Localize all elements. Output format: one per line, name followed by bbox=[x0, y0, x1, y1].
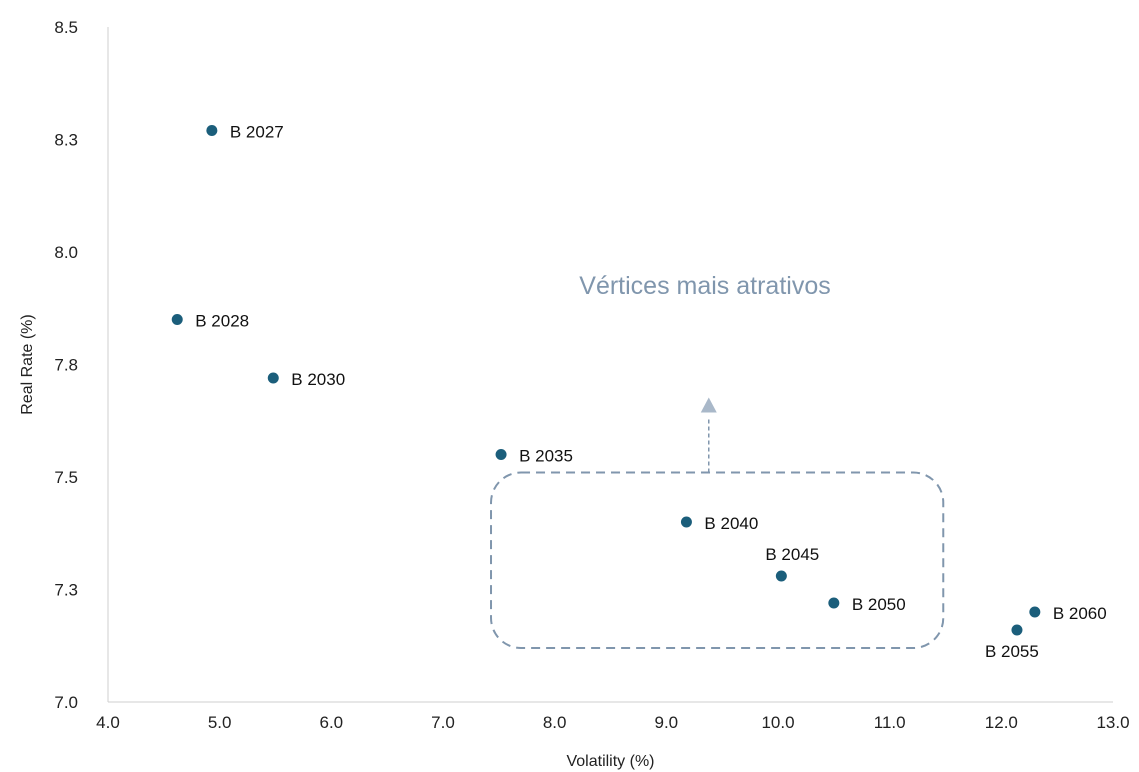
annotation-text: Vértices mais atrativos bbox=[579, 272, 830, 300]
data-point bbox=[828, 597, 840, 609]
data-points: B 2027 B 2028 B 2030 B 2035 B 2040 B 2045 B 20… bbox=[171, 123, 1107, 661]
x-tick-label: 9.0 bbox=[655, 713, 679, 732]
y-tick-label: 8.5 bbox=[54, 18, 78, 37]
data-point-label: B 2040 bbox=[704, 514, 758, 533]
y-axis-ticks: 7.0 7.3 7.5 7.8 8.0 8.3 8.5 bbox=[54, 18, 78, 712]
y-axis-title: Real Rate (%) bbox=[19, 314, 36, 414]
annotation-group: Vértices mais atrativos bbox=[490, 272, 945, 649]
y-tick-label: 7.8 bbox=[54, 356, 78, 375]
data-point-label: B 2027 bbox=[230, 123, 284, 142]
data-point-label: B 2028 bbox=[195, 312, 249, 331]
data-point bbox=[1011, 624, 1023, 636]
x-tick-label: 6.0 bbox=[320, 713, 344, 732]
data-point-label: B 2035 bbox=[519, 447, 573, 466]
y-tick-label: 7.0 bbox=[54, 693, 78, 712]
x-tick-label: 7.0 bbox=[431, 713, 455, 732]
x-axis-ticks: 4.0 5.0 6.0 7.0 8.0 9.0 10.0 11.0 12.0 13.0 bbox=[96, 713, 1129, 732]
x-tick-label: 8.0 bbox=[543, 713, 567, 732]
data-point bbox=[171, 314, 183, 325]
y-tick-label: 7.3 bbox=[54, 581, 78, 600]
y-tick-label: 7.5 bbox=[54, 468, 78, 487]
x-tick-label: 11.0 bbox=[874, 713, 906, 732]
data-point bbox=[775, 570, 787, 582]
data-point bbox=[495, 449, 507, 460]
data-point bbox=[206, 125, 218, 136]
data-point bbox=[267, 372, 279, 384]
y-tick-label: 8.0 bbox=[54, 243, 78, 262]
x-tick-label: 4.0 bbox=[96, 713, 120, 732]
annotation-box bbox=[490, 471, 945, 649]
data-point-label: B 2060 bbox=[1053, 604, 1107, 623]
data-point-label: B 2045 bbox=[765, 545, 819, 564]
x-axis-title: Volatility (%) bbox=[566, 753, 654, 770]
annotation-arrowhead bbox=[700, 397, 717, 413]
x-tick-label: 5.0 bbox=[208, 713, 232, 732]
data-point-label: B 2055 bbox=[985, 642, 1039, 661]
data-point bbox=[1029, 606, 1041, 618]
data-point bbox=[680, 516, 692, 528]
x-tick-label: 13.0 bbox=[1096, 713, 1129, 732]
data-point-label: B 2030 bbox=[291, 370, 345, 389]
x-tick-label: 10.0 bbox=[761, 713, 794, 732]
data-point-label: B 2050 bbox=[852, 595, 906, 614]
y-tick-label: 8.3 bbox=[54, 131, 78, 150]
x-tick-label: 12.0 bbox=[985, 713, 1018, 732]
